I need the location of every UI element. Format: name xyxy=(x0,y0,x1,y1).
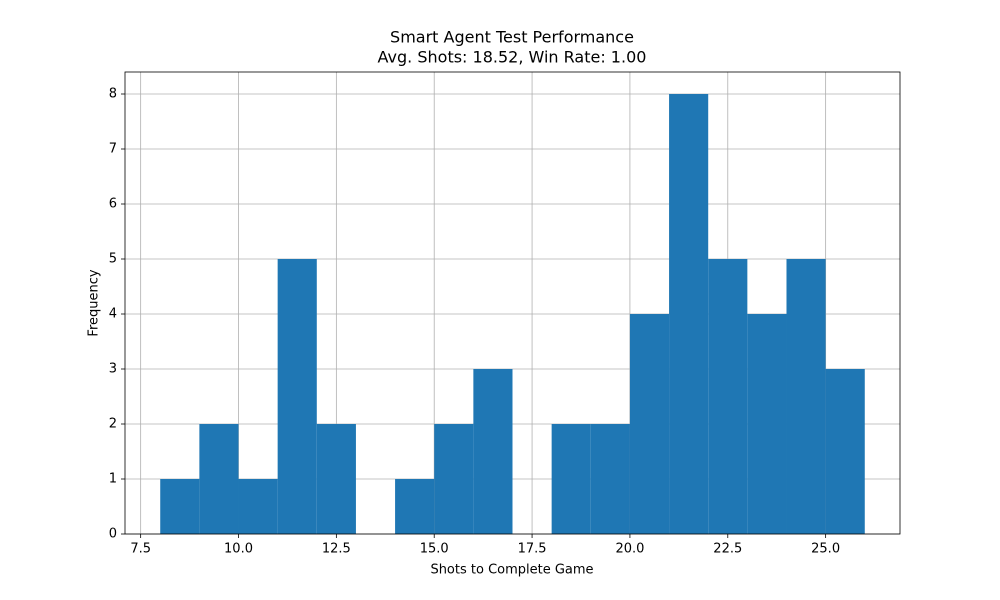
bar xyxy=(786,259,826,534)
bar xyxy=(199,424,239,534)
bar xyxy=(395,479,435,534)
bar xyxy=(473,369,513,534)
chart-subtitle: Avg. Shots: 18.52, Win Rate: 1.00 xyxy=(378,48,647,67)
plot-frame xyxy=(124,71,901,535)
x-tick-label: 22.5 xyxy=(713,542,742,557)
y-tick-label: 3 xyxy=(109,362,117,377)
x-tick-label: 12.5 xyxy=(322,542,351,557)
bar xyxy=(825,369,865,534)
bar xyxy=(747,314,787,534)
bar xyxy=(277,259,317,534)
bar xyxy=(590,424,630,534)
bar xyxy=(629,314,670,534)
y-tick-label: 0 xyxy=(109,527,117,542)
chart-title: Smart Agent Test Performance xyxy=(390,28,634,47)
bar xyxy=(160,479,200,534)
x-tick-label: 17.5 xyxy=(518,542,547,557)
bar xyxy=(708,259,748,534)
axes: 7.5 10.0 12.5 15.0 17.5 20.0 22.5 25.0 0 1 2 3 4 5 6 7 8 xyxy=(109,71,901,557)
y-tick-label: 8 xyxy=(109,87,117,102)
bar xyxy=(238,479,278,534)
x-axis-label: Shots to Complete Game xyxy=(430,563,593,578)
x-tick-label: 7.5 xyxy=(130,542,151,557)
x-tick-label: 10.0 xyxy=(224,542,253,557)
x-tick-label: 25.0 xyxy=(811,542,840,557)
y-tick-label: 7 xyxy=(109,142,117,157)
y-tick-label: 2 xyxy=(109,417,117,432)
y-tick-label: 4 xyxy=(109,307,117,322)
y-tick-label: 6 xyxy=(109,197,117,212)
x-tick-label: 20.0 xyxy=(615,542,644,557)
bar xyxy=(551,424,591,534)
y-axis-label: Frequency xyxy=(87,269,102,336)
bars xyxy=(160,94,865,534)
bar xyxy=(316,424,356,534)
y-tick-label: 1 xyxy=(109,472,117,487)
bar xyxy=(434,424,474,534)
x-tick-label: 15.0 xyxy=(420,542,449,557)
bar xyxy=(669,94,709,534)
y-tick-label: 5 xyxy=(109,252,117,267)
